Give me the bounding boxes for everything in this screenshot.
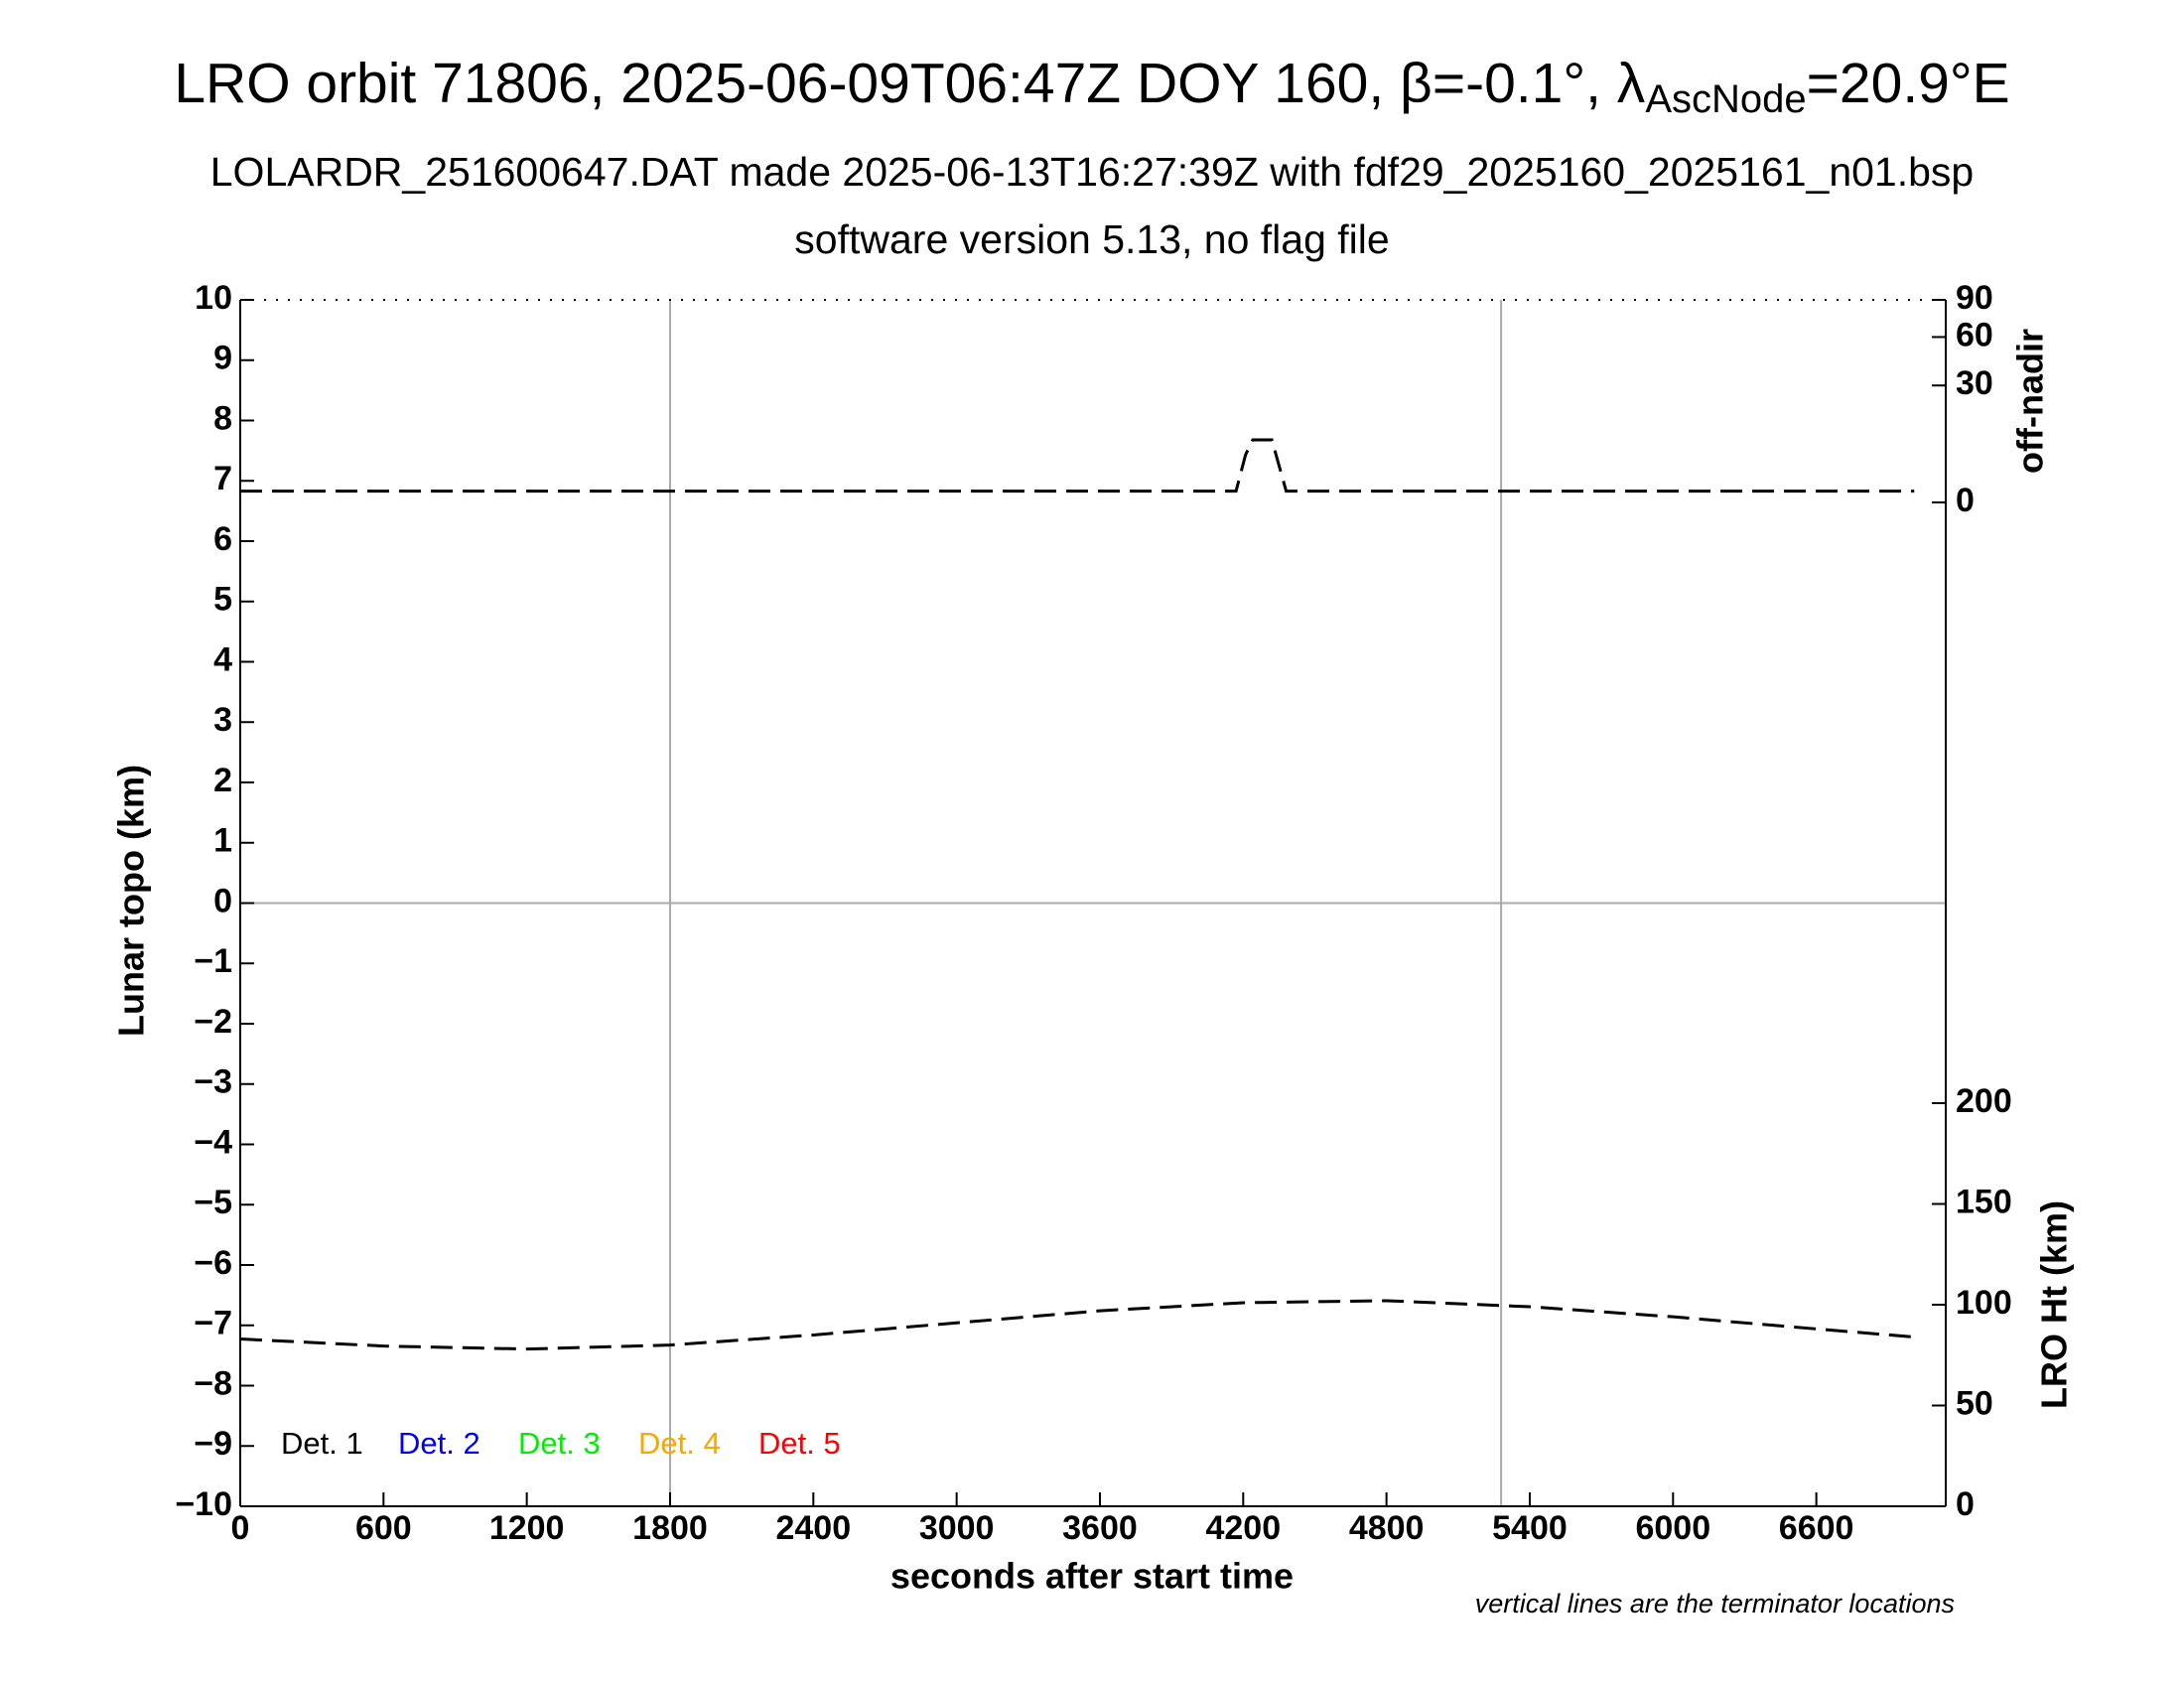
x-tick-label: 2400 xyxy=(775,1509,851,1547)
y-tick-label: 2 xyxy=(213,762,232,799)
title-subscript: AscNode xyxy=(1645,77,1806,121)
y-tick-label: −8 xyxy=(194,1364,232,1402)
y-tick-label: −10 xyxy=(175,1485,232,1523)
y-tick-label: 5 xyxy=(213,581,232,619)
y-tick-label: 0 xyxy=(213,882,232,919)
x-tick-label: 4800 xyxy=(1349,1509,1425,1547)
y-tick-label: −1 xyxy=(194,942,232,980)
y-tick-label: 8 xyxy=(213,399,232,437)
y2-tick-label: 90 xyxy=(1956,279,1993,317)
y-tick-label: −4 xyxy=(194,1123,232,1161)
y-tick-label: 1 xyxy=(213,822,232,860)
x-tick-label: 1800 xyxy=(632,1509,708,1547)
y-axis-label: Lunar topo (km) xyxy=(111,765,152,1037)
title-main: LRO orbit 71806, 2025-06-09T06:47Z DOY 1… xyxy=(174,52,1645,115)
title-end: =20.9°E xyxy=(1807,52,2010,115)
y-tick-label: 7 xyxy=(213,460,232,497)
y2-tick-label: 30 xyxy=(1956,364,1993,402)
x-tick-label: 6000 xyxy=(1635,1509,1710,1547)
x-tick-label: 3000 xyxy=(919,1509,995,1547)
y3-tick-label: 150 xyxy=(1956,1183,2012,1220)
footnote: vertical lines are the terminator locati… xyxy=(1475,1589,1955,1618)
y-tick-label: 10 xyxy=(195,279,232,317)
y-tick-label: −7 xyxy=(194,1305,232,1342)
y3-tick-label: 100 xyxy=(1956,1284,2012,1322)
y-tick-label: −5 xyxy=(194,1184,232,1221)
legend-entry: Det. 3 xyxy=(518,1426,601,1461)
y3-axis-label: LRO Ht (km) xyxy=(2034,1200,2075,1409)
y-tick-label: 3 xyxy=(213,701,232,739)
subtitle: software version 5.13, no flag file xyxy=(794,216,1389,262)
legend-entry: Det. 4 xyxy=(638,1426,721,1461)
y2-axis-label: off-nadir xyxy=(2010,329,2051,474)
x-tick-label: 0 xyxy=(231,1509,250,1547)
x-tick-label: 5400 xyxy=(1492,1509,1568,1547)
x-tick-label: 1200 xyxy=(489,1509,565,1547)
x-tick-label: 600 xyxy=(355,1509,412,1547)
data-line xyxy=(239,1299,1915,1351)
x-tick-label: 3600 xyxy=(1062,1509,1138,1547)
y2-tick-label: 0 xyxy=(1956,482,1975,519)
legend-entry: Det. 1 xyxy=(281,1426,363,1461)
y3-tick-label: 200 xyxy=(1956,1082,2012,1120)
data-line xyxy=(240,438,1915,493)
y3-tick-label: 50 xyxy=(1956,1384,1993,1422)
y2-tick-label: 60 xyxy=(1956,316,1993,353)
x-tick-label: 6600 xyxy=(1779,1509,1854,1547)
y-tick-label: −9 xyxy=(194,1425,232,1463)
chart-title: LRO orbit 71806, 2025-06-09T06:47Z DOY 1… xyxy=(174,52,2009,121)
legend-entry: Det. 5 xyxy=(758,1426,841,1461)
y-tick-label: −6 xyxy=(194,1244,232,1282)
legend-entry: Det. 2 xyxy=(398,1426,480,1461)
y-tick-label: 4 xyxy=(213,640,232,678)
y-tick-label: −3 xyxy=(194,1063,232,1101)
y3-tick-label: 0 xyxy=(1956,1485,1975,1523)
y-tick-label: 9 xyxy=(213,340,232,377)
x-tick-label: 4200 xyxy=(1205,1509,1281,1547)
subtitle: LOLARDR_251600647.DAT made 2025-06-13T16… xyxy=(210,149,1974,195)
x-axis-label: seconds after start time xyxy=(890,1556,1294,1597)
y-tick-label: 6 xyxy=(213,520,232,558)
y-tick-label: −2 xyxy=(194,1003,232,1041)
